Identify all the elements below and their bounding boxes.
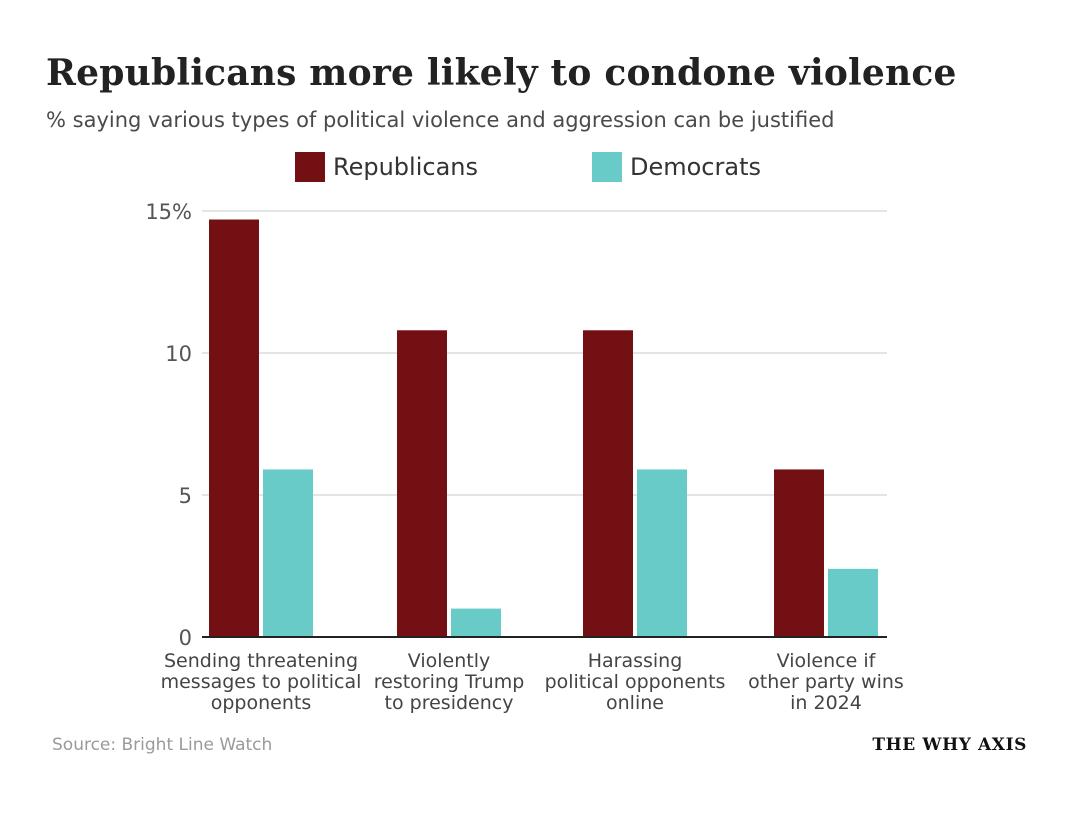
bar-republicans-4 xyxy=(774,469,824,637)
y-tick-label: 15% xyxy=(145,200,192,224)
source-note: Source: Bright Line Watch xyxy=(52,735,273,755)
y-tick-label: 5 xyxy=(179,484,192,508)
legend-swatch-republicans xyxy=(295,152,325,182)
bar-republicans-3 xyxy=(583,330,633,637)
bar-democrats-1 xyxy=(263,469,313,637)
y-tick-label: 0 xyxy=(179,626,192,650)
legend-swatch-democrats xyxy=(592,152,622,182)
bar-democrats-4 xyxy=(828,568,878,637)
y-tick-label: 10 xyxy=(165,342,192,366)
x-category-label: Violence if other party wins in 2024 xyxy=(748,650,904,714)
legend-label-democrats: Democrats xyxy=(630,153,761,181)
x-category-label: Sending threatening messages to political… xyxy=(161,650,362,714)
legend-label-republicans: Republicans xyxy=(333,153,478,181)
legend: Republicans Democrats xyxy=(0,152,1079,188)
brand-logo-text: THE WHY AXIS xyxy=(872,735,1027,755)
x-category-label: Violently restoring Trump to presidency xyxy=(374,650,525,714)
legend-item-republicans: Republicans xyxy=(295,152,478,182)
bar-democrats-3 xyxy=(637,469,687,637)
bar-democrats-2 xyxy=(451,608,501,637)
x-category-label: Harassing political opponents online xyxy=(545,650,726,714)
chart-title: Republicans more likely to condone viole… xyxy=(46,52,957,94)
bar-republicans-1 xyxy=(209,219,259,637)
bar-republicans-2 xyxy=(397,330,447,637)
legend-item-democrats: Democrats xyxy=(592,152,761,182)
chart-subtitle: % saying various types of political viol… xyxy=(46,108,835,132)
